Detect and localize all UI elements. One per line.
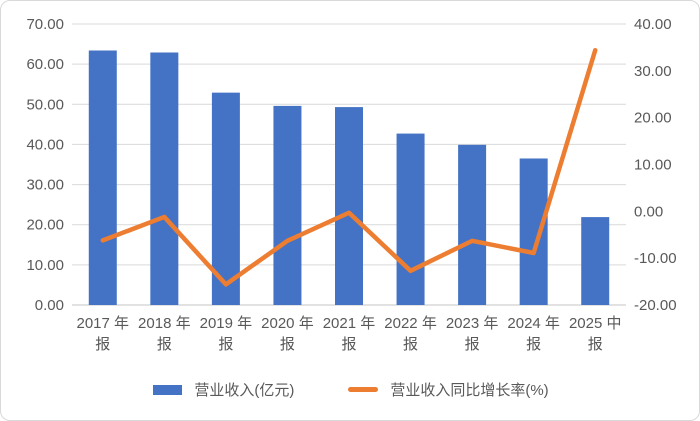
- chart-legend: 营业收入(亿元) 营业收入同比增长率(%): [1, 379, 699, 400]
- revenue-bar-2022年报: [396, 133, 425, 305]
- right-axis-tick-label: -10.00: [634, 250, 677, 267]
- legend-item-revenue: 营业收入(亿元): [153, 379, 294, 400]
- left-axis-tick-label: 10.00: [26, 257, 64, 274]
- right-axis-tick-label: 0.00: [634, 203, 663, 220]
- right-axis-tick-label: -20.00: [634, 297, 677, 314]
- revenue-bar-2024年报: [519, 158, 548, 305]
- revenue-bar-2020年报: [273, 105, 302, 306]
- revenue-bar-2017年报: [88, 50, 117, 305]
- legend-label-growth-rate: 营业收入同比增长率(%): [390, 382, 549, 399]
- left-axis-tick-label: 20.00: [26, 217, 64, 234]
- x-axis-category-label: 2023 年报: [446, 315, 499, 353]
- combo-chart: 70.00 60.00 50.00 40.00 30.00 20.00 10.00 0.00 4…: [26, 16, 677, 353]
- x-axis-category-label: 2017 年报: [77, 315, 130, 353]
- left-axis-tick-label: 30.00: [26, 177, 64, 194]
- x-axis-category-label: 2021 年报: [323, 315, 376, 353]
- x-axis-category-label: 2022 年报: [384, 315, 437, 353]
- revenue-bar-swatch: [153, 384, 183, 395]
- revenue-bar-2019年报: [211, 92, 240, 305]
- right-axis-tick-label: 20.00: [634, 110, 672, 127]
- x-axis-category-label: 2018 年报: [138, 315, 191, 353]
- x-axis-category-label: 2024 年报: [507, 315, 560, 353]
- left-axis-tick-label: 40.00: [26, 136, 64, 153]
- left-axis-tick-label: 60.00: [26, 56, 64, 73]
- legend-item-growth-rate: 营业收入同比增长率(%): [348, 379, 549, 400]
- x-axis-category-label: 2019 年报: [200, 315, 253, 353]
- right-axis-tick-label: 40.00: [634, 16, 672, 33]
- x-axis-category-label: 2025 中报: [569, 315, 622, 353]
- growth-rate-line: [100, 47, 598, 287]
- left-axis-tick-label: 70.00: [26, 16, 64, 33]
- revenue-bar-2023年报: [458, 144, 487, 305]
- left-axis-tick-label: 50.00: [26, 96, 64, 113]
- legend-label-revenue: 营业收入(亿元): [194, 382, 295, 399]
- revenue-bar-2025中报: [581, 217, 610, 305]
- right-axis-tick-label: 10.00: [634, 157, 672, 174]
- x-axis-category-label: 2020 年报: [261, 315, 314, 353]
- revenue-bar-2018年报: [150, 52, 179, 305]
- revenue-bar-2021年报: [335, 107, 363, 306]
- growth-line-swatch: [348, 387, 379, 392]
- left-axis-tick-label: 0.00: [35, 297, 64, 314]
- right-axis-tick-label: 30.00: [634, 63, 672, 80]
